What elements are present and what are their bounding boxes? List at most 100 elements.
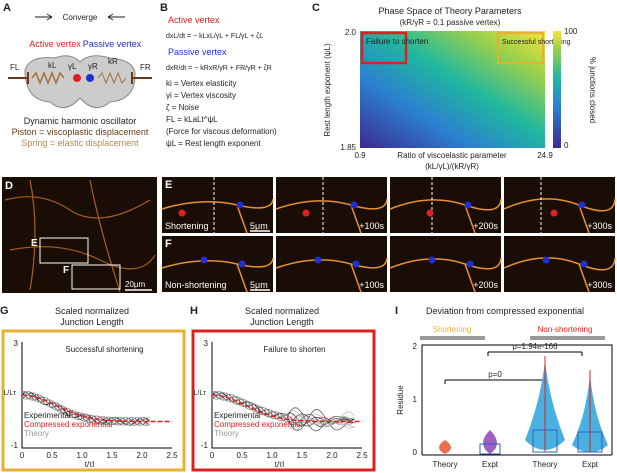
- label: kR: [108, 57, 118, 66]
- x-tick-label: 0: [210, 451, 215, 460]
- label: FR: [140, 63, 151, 72]
- panel-d: D E F 20μm: [2, 177, 157, 293]
- x-tick-label: 2.0: [136, 451, 148, 460]
- heatmap: [360, 31, 545, 148]
- inset-box: [39, 237, 89, 264]
- y-tick-label: 1.85: [340, 143, 356, 152]
- y-tick-label: 2: [413, 342, 418, 351]
- micrograph: [276, 236, 387, 292]
- x-tick-label: 0.5: [236, 451, 248, 460]
- y-tick-label: -1: [11, 441, 19, 450]
- y-label: Rest length exponent (ψL): [323, 43, 332, 137]
- axes: [421, 344, 613, 456]
- legend-entry: Theory: [24, 429, 49, 438]
- x-tick-label: Theory: [433, 460, 458, 469]
- y-tick-label: -1: [201, 441, 209, 450]
- group-label: Non-shortening: [538, 325, 593, 334]
- x-tick-label: 2.5: [356, 451, 368, 460]
- junction: [275, 257, 388, 293]
- legend-entry: Compressed exponential: [214, 420, 303, 429]
- frame: [1, 329, 186, 472]
- highlight: [497, 32, 544, 64]
- scale-label: 5μm: [250, 280, 268, 290]
- panel-i: I Deviation from compressed exponential …: [395, 305, 613, 469]
- passive-vertex: [200, 256, 208, 264]
- micrograph: [504, 177, 615, 233]
- panel-letter: F: [165, 238, 172, 250]
- x-tick-label: Theory: [533, 460, 558, 469]
- time-label: +300s: [587, 221, 612, 231]
- x-label: t/τl: [85, 460, 95, 469]
- cell: [24, 55, 136, 109]
- junction: [161, 257, 274, 293]
- trace: [211, 390, 355, 429]
- fit-curve: [211, 394, 362, 423]
- highlight: [360, 31, 408, 65]
- x-label: Ratio of viscoelastic parameter: [397, 151, 507, 160]
- x-tick-label: 2.5: [166, 451, 178, 460]
- panel-letter: H: [190, 305, 198, 317]
- label: Successful shortening: [502, 39, 571, 46]
- definition: γi = Vertex viscosity: [166, 91, 236, 100]
- significance: [444, 351, 583, 384]
- y-tick-label: 1: [413, 395, 418, 404]
- trace: [21, 391, 150, 426]
- spring: [31, 70, 65, 86]
- time-label: +200s: [473, 221, 498, 231]
- scale-label: 5μm: [250, 221, 268, 231]
- time-label: +200s: [473, 280, 498, 290]
- time-label: +300s: [587, 280, 612, 290]
- definition: (Force for viscous deformation): [166, 127, 277, 136]
- fit-curve: [21, 394, 172, 423]
- y-tick-label: 2.0: [345, 28, 357, 37]
- p-value: p=0: [488, 370, 502, 379]
- title: Junction Length: [250, 317, 314, 327]
- equation: dxR/dt = − kRxR/γR + FR/γR + ζR: [166, 65, 272, 72]
- x-tick-label: Expt: [582, 460, 599, 469]
- trace: [211, 393, 355, 432]
- panel-letter: C: [312, 2, 320, 14]
- junction: [503, 257, 616, 293]
- label: kL: [48, 61, 57, 70]
- micrograph: [276, 177, 387, 233]
- time-label: +100s: [359, 280, 384, 290]
- spring: [97, 71, 127, 85]
- passive-vertex: [542, 256, 550, 264]
- label: E: [31, 238, 38, 249]
- label: Converge: [63, 13, 98, 22]
- time-label: +100s: [359, 221, 384, 231]
- label: Failure to shorten: [366, 37, 428, 46]
- label: Passive vertex: [168, 47, 227, 57]
- label: FL: [10, 63, 20, 72]
- caption: Spring = elastic displacement: [21, 138, 139, 148]
- passive-vertex: [464, 201, 472, 209]
- passive-vertex: [352, 260, 360, 268]
- trace: [211, 391, 355, 425]
- active-vertex: [73, 74, 81, 82]
- axes: [21, 342, 172, 449]
- definition: ki = Vertex elasticity: [166, 79, 236, 88]
- colorbar-tick: 100: [564, 27, 578, 36]
- title: Scaled normalized: [245, 306, 319, 316]
- micrograph: [504, 236, 615, 292]
- label: Active vertex: [168, 15, 220, 25]
- junctions: [4, 179, 156, 293]
- passive-vertex: [236, 201, 244, 209]
- y-label: Residue: [396, 385, 405, 415]
- trace: [21, 393, 150, 426]
- trace: [21, 392, 150, 426]
- group-label: Shortening: [433, 325, 472, 334]
- passive-vertex: [314, 256, 322, 264]
- panel-a: A Converge Active vertex Passive vertex …: [3, 2, 152, 148]
- arrows: [35, 13, 125, 21]
- x-tick-label: 1.0: [266, 451, 278, 460]
- passive-vertex: [578, 201, 586, 209]
- label: Passive vertex: [83, 39, 142, 49]
- x-label: t/τl: [275, 460, 285, 469]
- caption: Dynamic harmonic oscillator: [24, 116, 137, 126]
- definition: ζ = Noise: [166, 103, 200, 112]
- active-vertex: [302, 209, 310, 217]
- micrograph: [390, 236, 501, 292]
